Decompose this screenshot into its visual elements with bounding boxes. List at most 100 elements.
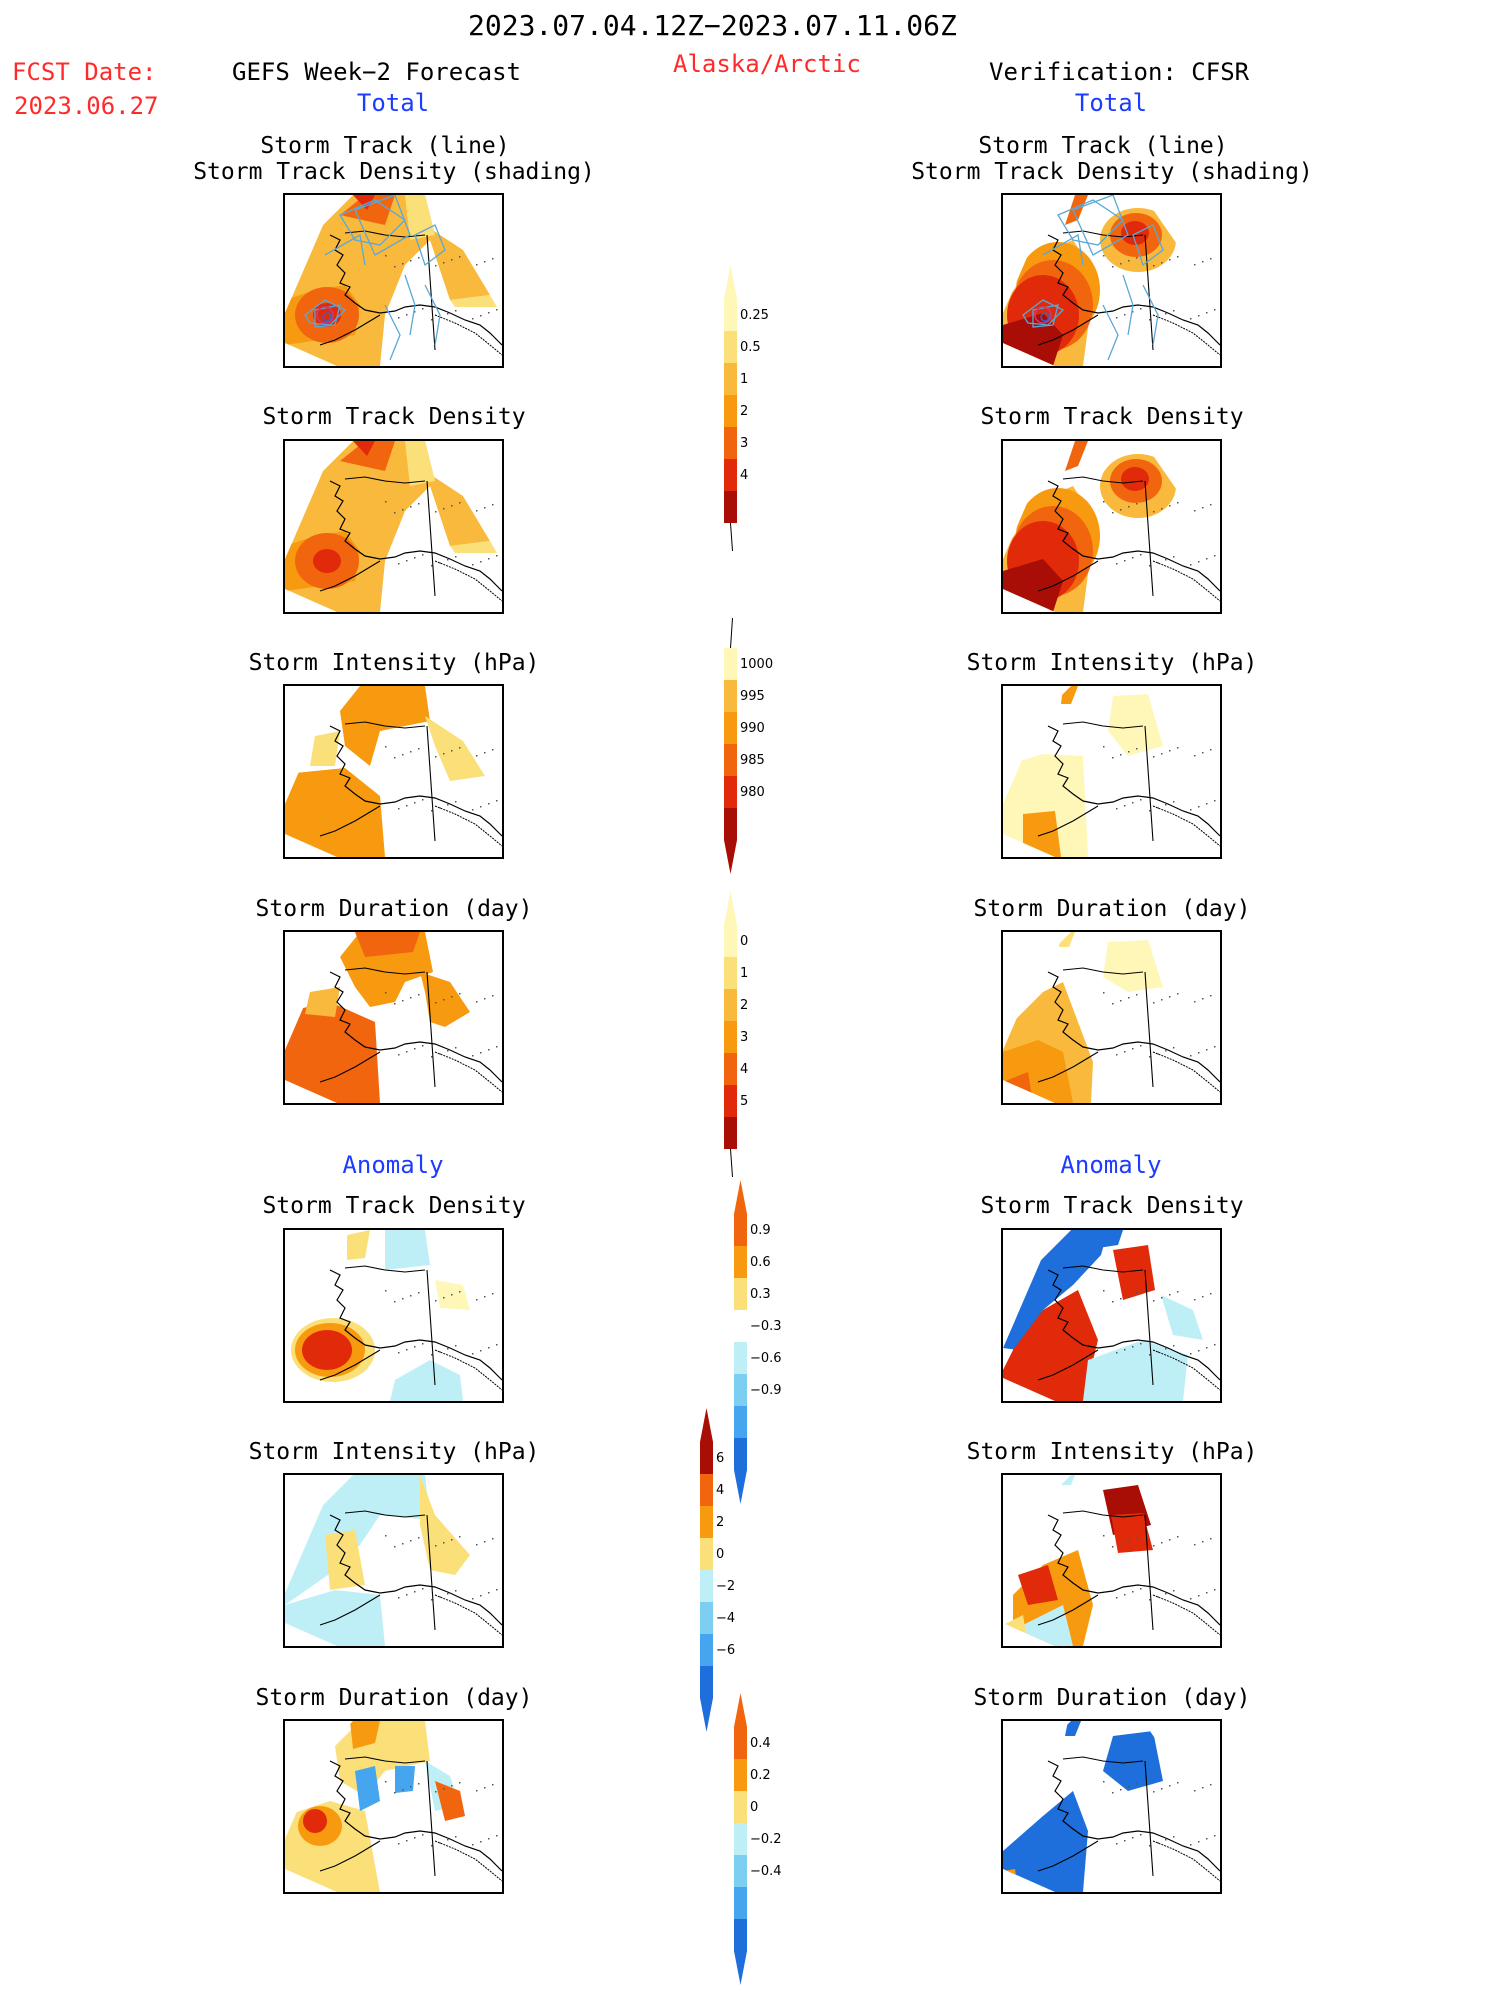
figure: 2023.07.04.12Z−2023.07.11.06Z FCST Date:…	[12, 9, 1313, 1985]
colorbar-duration-total: 0 1 2 3 4 5	[724, 891, 784, 1178]
colorbar-tick-label: 1000	[740, 657, 773, 672]
panel-title-track-shading-left: Storm Track Density (shading)	[193, 159, 595, 185]
map-cfsr-total-density	[1001, 439, 1222, 614]
map-gefs-total-intensity	[283, 684, 504, 859]
colorbar-segment	[724, 299, 737, 331]
coastline	[1037, 1756, 1220, 1882]
colorbar-tick-label: 0	[740, 934, 748, 949]
coastline	[319, 1265, 502, 1391]
map-gefs-anom-density	[283, 1228, 504, 1403]
shaded-field	[1003, 1721, 1163, 1892]
region-title: Alaska/Arctic	[673, 50, 861, 78]
colorbar-tick-label: 985	[740, 753, 765, 768]
anomaly-label-left: Anomaly	[342, 1151, 444, 1179]
colorbar-segment	[724, 395, 737, 427]
colorbar-tick-label: −4	[716, 1611, 735, 1626]
colorbar-tick-label: −0.2	[750, 1832, 782, 1847]
coastline	[319, 476, 502, 602]
map-svg	[285, 441, 502, 612]
shaded-field	[1003, 441, 1176, 612]
colorbar-tick-label: 2	[716, 1515, 724, 1530]
date-range-title: 2023.07.04.12Z−2023.07.11.06Z	[468, 9, 957, 42]
panel-title-anom-intensity-right: Storm Intensity (hPa)	[966, 1439, 1258, 1465]
colorbar-under-arrow	[724, 840, 737, 874]
map-svg	[285, 686, 502, 857]
colorbar-over-arrow	[724, 265, 737, 299]
colorbar-tick-label: −0.4	[750, 1864, 782, 1879]
colorbar-segment	[734, 1727, 747, 1759]
colorbar-svg: 0 1 2 3 4 5	[724, 891, 748, 1178]
coastline	[1037, 230, 1220, 356]
colorbar-segment	[724, 331, 737, 363]
shaded-field	[285, 686, 485, 857]
colorbar-tick-label: 1	[740, 372, 748, 387]
panel-title-anom-density-left: Storm Track Density	[262, 1193, 526, 1219]
map-gefs-anom-intensity	[283, 1473, 504, 1648]
shaded-field	[291, 1230, 470, 1401]
colorbar-segment	[734, 1246, 747, 1278]
left-total-label: Total	[356, 89, 430, 117]
colorbar-segment	[724, 427, 737, 459]
colorbar-segment	[724, 1021, 737, 1053]
shaded-field	[285, 1721, 465, 1892]
panel-title-track-line-right: Storm Track (line)	[978, 133, 1228, 159]
map-svg	[1003, 1475, 1220, 1646]
colorbar-tick-label: 6	[716, 1451, 724, 1466]
map-cfsr-total-intensity	[1001, 684, 1222, 859]
shaded-field	[285, 932, 470, 1103]
colorbar-tick-label: 1	[740, 966, 748, 981]
colorbar-segment	[734, 1791, 747, 1823]
colorbar-tick-label: 995	[740, 689, 765, 704]
colorbar-over-arrow	[700, 1408, 713, 1442]
colorbar-svg: 0.25 0.5 1 2 3 4	[724, 265, 769, 552]
left-title: GEFS Week−2 Forecast	[232, 58, 521, 86]
fcst-label: FCST Date:	[12, 58, 157, 86]
map-cfsr-total-track	[1001, 193, 1222, 368]
colorbar-tick-label: 0	[750, 1800, 758, 1815]
map-gefs-total-density	[283, 439, 504, 614]
colorbar-tick-label: 0	[716, 1547, 724, 1562]
map-cfsr-anom-density	[1001, 1228, 1222, 1403]
shaded-field	[285, 441, 497, 612]
colorbar-segment	[724, 1085, 737, 1117]
colorbar-tick-label: −0.6	[750, 1351, 782, 1366]
colorbar-segment	[724, 1117, 737, 1149]
colorbar-svg: 1000 995 990 985 980	[724, 617, 773, 874]
colorbar-segment	[734, 1438, 747, 1470]
colorbar-intensity-anomaly: 6 4 2 0 −2 −4 −6	[700, 1408, 760, 1736]
colorbar-over-arrow	[734, 1180, 747, 1214]
coastline	[319, 1756, 502, 1882]
shaded-field	[1003, 686, 1163, 857]
colorbar-tick-label: 0.2	[750, 1768, 771, 1783]
panel-title-duration-left: Storm Duration (day)	[255, 896, 533, 922]
colorbar-tick-label: 980	[740, 785, 765, 800]
colorbar-segment	[734, 1342, 747, 1374]
colorbar-tick-label: 4	[716, 1483, 724, 1498]
coastline	[319, 967, 502, 1093]
colorbar-under-arrow	[700, 1698, 713, 1732]
colorbar-under-arrow	[734, 1470, 747, 1504]
right-title: Verification: CFSR	[989, 58, 1250, 86]
shaded-field	[285, 1475, 470, 1646]
map-cfsr-total-duration	[1001, 930, 1222, 1105]
colorbar-under-arrow	[734, 1951, 747, 1985]
colorbar-segment	[724, 363, 737, 395]
colorbar-segment	[734, 1406, 747, 1438]
map-svg	[1003, 932, 1220, 1103]
colorbar-segment	[724, 680, 737, 712]
colorbar-segment	[700, 1634, 713, 1666]
colorbar-segment	[724, 1053, 737, 1085]
panel-title-anom-duration-left: Storm Duration (day)	[255, 1685, 533, 1711]
colorbar-segment	[734, 1214, 747, 1246]
shaded-field	[1003, 1475, 1153, 1646]
colorbar-segment	[724, 648, 737, 680]
colorbar-over-arrow	[724, 891, 737, 925]
map-svg	[1003, 1721, 1220, 1892]
colorbar-tick-label: 2	[740, 404, 748, 419]
colorbar-segment	[724, 808, 737, 840]
right-total-label: Total	[1074, 89, 1148, 117]
panel-title-density-left: Storm Track Density	[262, 404, 526, 430]
map-gefs-total-duration	[283, 930, 504, 1105]
colorbar-segment	[724, 957, 737, 989]
panel-title-anom-density-right: Storm Track Density	[980, 1193, 1244, 1219]
